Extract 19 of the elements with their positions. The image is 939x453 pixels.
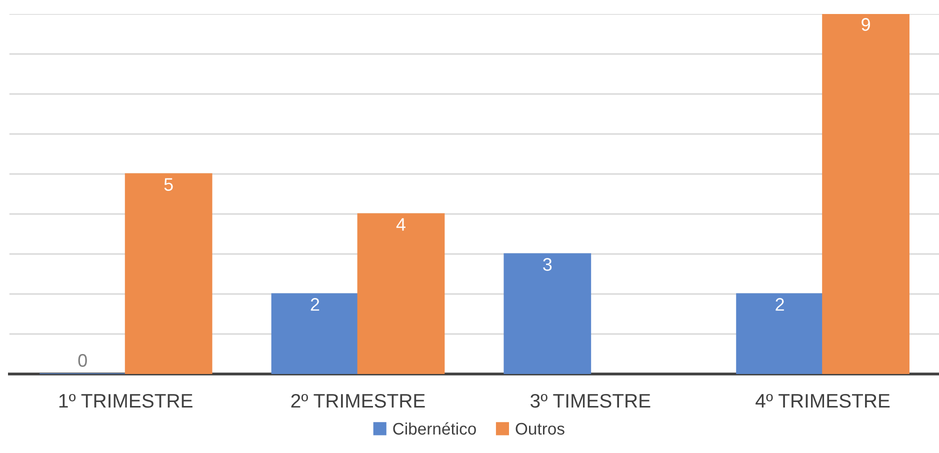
bar (124, 173, 212, 374)
legend-label: Outros (516, 422, 564, 435)
data-label: 3 (543, 258, 552, 271)
data-label: 9 (862, 18, 870, 31)
bar (271, 293, 359, 374)
x-tick-label: 3º TIMESTRE (530, 394, 650, 408)
bar (357, 213, 445, 374)
legend-label: Cibernético (393, 422, 476, 435)
bar (504, 253, 592, 374)
bar (736, 293, 824, 374)
data-label: 0 (78, 354, 87, 367)
data-label: 4 (396, 218, 406, 231)
data-label: 2 (776, 298, 784, 311)
bar (822, 14, 910, 374)
data-label: 5 (164, 178, 173, 191)
x-tick-label: 4º TRIMESTRE (756, 394, 890, 408)
x-tick-label: 2º TRIMESTRE (291, 394, 425, 408)
data-label: 2 (310, 298, 320, 311)
x-tick-label: 1º TRIMESTRE (59, 394, 192, 408)
